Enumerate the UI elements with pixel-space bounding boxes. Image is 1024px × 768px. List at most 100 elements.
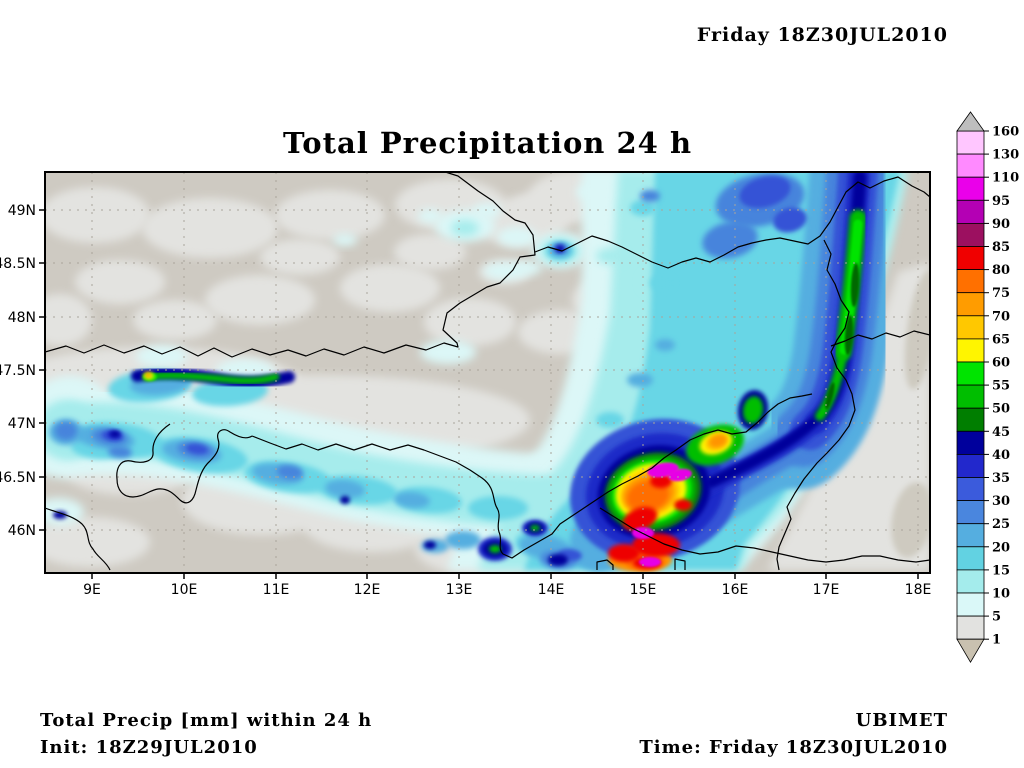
colorbar-segment [956,523,985,548]
y-axis-label: 46N [8,523,36,539]
footer-product-label: Total Precip [mm] within 24 h [40,710,373,731]
precip-area [640,190,660,202]
colorbar-label: 15 [992,563,1010,578]
precip-area [420,340,476,364]
precip-area [133,300,217,340]
colorbar-label: 10 [992,587,1010,602]
colorbar-segment [956,292,985,317]
precip-area [674,499,692,511]
x-axis-label: 18E [905,582,932,598]
x-axis-label: 13E [446,582,473,598]
precip-area [650,275,674,291]
colorbar-segment [956,246,985,271]
precip-area [844,315,854,355]
footer-valid-time: Time: Friday 18Z30JUL2010 [639,737,948,758]
precip-area [655,339,675,351]
country-border [116,423,253,504]
precip-area [548,554,568,566]
precip-area [773,207,807,233]
country-border [596,558,686,570]
precip-area [142,198,278,258]
precip-area [632,533,680,557]
colorbar-segment [956,199,985,224]
x-axis-label: 17E [813,582,840,598]
precip-area [489,545,501,553]
precip-area [468,496,528,520]
precip-area [742,396,764,424]
precip-area [45,517,150,567]
precip-area [608,544,640,562]
precip-area [709,434,727,448]
precip-area [340,496,350,504]
precip-area [394,234,466,270]
footer-brand: UBIMET [855,710,948,731]
colorbar-label: 55 [992,379,1010,394]
precip-area [340,264,440,312]
precip-area [451,220,479,236]
y-axis-label: 49N [8,203,36,219]
precip-area [622,506,658,532]
precip-area [424,541,436,549]
colorbar-label: 160 [992,125,1019,140]
colorbar-label: 45 [992,425,1010,440]
colorbar-label: 30 [992,494,1010,509]
precip-area [325,479,365,499]
colorbar-label: 1 [992,633,1001,648]
footer-init-time: Init: 18Z29JUL2010 [40,737,258,758]
precip-area [514,261,542,275]
country-border [45,507,111,571]
colorbar-segment [956,176,985,201]
colorbar-label: 90 [992,217,1010,232]
precip-area [497,227,537,247]
colorbar-segment [956,592,985,617]
colorbar-segment [956,130,985,155]
precip-area [596,412,624,428]
precip-area [418,209,442,223]
precip-area [739,176,791,208]
header-datetime: Friday 18Z30JUL2010 [696,24,948,46]
precip-area [627,480,669,512]
colorbar-segment [956,153,985,178]
colorbar-label: 50 [992,402,1010,417]
colorbar-arrow-top [956,111,985,132]
colorbar-label: 85 [992,240,1010,255]
colorbar-segment [956,338,985,363]
precip-area [650,474,672,488]
precip-area [639,557,661,567]
colorbar-segment [956,361,985,386]
y-axis-label: 47.5N [0,363,36,379]
colorbar-label: 35 [992,471,1010,486]
x-axis-label: 9E [83,582,101,598]
precip-area [424,298,516,346]
precip-area [702,221,758,259]
colorbar-segment [956,500,985,525]
colorbar-segment [956,269,985,294]
precip-area [668,468,692,482]
page-title: Total Precipitation 24 h [282,126,693,160]
colorbar-label: 80 [992,263,1010,278]
precip-area [825,382,835,410]
precip-area [630,200,656,216]
colorbar-segment [956,477,985,502]
precip-area [136,345,188,367]
country-border [776,239,856,571]
x-axis-label: 15E [630,582,657,598]
colorbar-segment [956,546,985,571]
precip-area [333,234,357,246]
precip-area [260,239,340,275]
y-axis-label: 48N [8,310,36,326]
map-frame [44,171,931,574]
precip-area [394,491,430,509]
y-axis-label: 46.5N [0,470,36,486]
colorbar-label: 130 [992,148,1019,163]
country-border [830,330,930,347]
x-axis-label: 11E [263,582,290,598]
country-border [45,172,536,358]
precip-area [530,525,540,531]
precip-area [627,373,653,387]
colorbar-label: 20 [992,540,1010,555]
precip-area [45,294,92,346]
colorbar-segment [956,569,985,594]
